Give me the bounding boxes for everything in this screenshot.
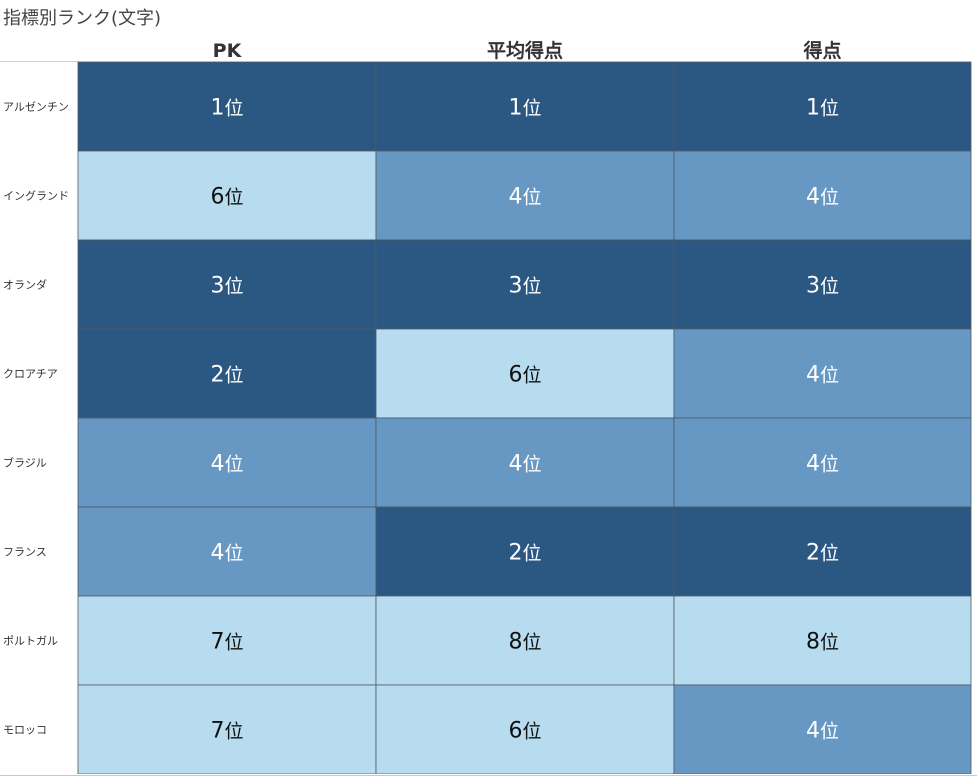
cell-label-7-0: 7位 bbox=[210, 719, 243, 744]
row-label-0: アルゼンチン bbox=[3, 101, 69, 114]
row-label-6: ポルトガル bbox=[3, 635, 58, 648]
row-label-4: ブラジル bbox=[3, 456, 47, 470]
heatmap-cell-4-0 bbox=[77, 417, 377, 508]
cell-label-4-2: 4位 bbox=[806, 452, 839, 477]
row-label-5: フランス bbox=[3, 546, 47, 559]
heatmap-cell-2-2 bbox=[673, 239, 972, 330]
column-header-0: PK bbox=[213, 40, 243, 62]
heatmap-cell-2-1 bbox=[375, 239, 675, 330]
cell-label-3-2: 4位 bbox=[806, 363, 839, 388]
cell-label-4-0: 4位 bbox=[210, 452, 243, 477]
cell-label-1-0: 6位 bbox=[210, 185, 243, 210]
column-header-1: 平均得点 bbox=[487, 39, 563, 62]
cell-label-6-0: 7位 bbox=[210, 630, 243, 655]
heatmap-cell-1-0 bbox=[77, 150, 377, 241]
cell-label-5-2: 2位 bbox=[806, 541, 839, 566]
cell-label-2-2: 3位 bbox=[806, 274, 839, 299]
cell-label-7-1: 6位 bbox=[508, 719, 541, 744]
heatmap-cell-6-1 bbox=[375, 595, 675, 686]
column-header-2: 得点 bbox=[802, 39, 841, 62]
cell-label-3-1: 6位 bbox=[508, 363, 541, 388]
heatmap-cell-7-1 bbox=[375, 684, 675, 774]
cell-label-0-0: 1位 bbox=[210, 96, 243, 121]
heatmap-cell-1-2 bbox=[673, 150, 972, 241]
heatmap-cell-7-0 bbox=[77, 684, 377, 774]
bottom-divider bbox=[0, 775, 977, 776]
cell-label-4-1: 4位 bbox=[508, 452, 541, 477]
heatmap-cell-7-2 bbox=[673, 684, 972, 774]
cell-label-3-0: 2位 bbox=[210, 363, 243, 388]
cell-label-5-0: 4位 bbox=[210, 541, 243, 566]
row-label-7: モロッコ bbox=[3, 724, 47, 737]
heatmap-cell-6-2 bbox=[673, 595, 972, 686]
heatmap-cell-3-1 bbox=[375, 328, 675, 419]
cell-label-0-2: 1位 bbox=[806, 96, 839, 121]
cell-label-6-2: 8位 bbox=[806, 630, 839, 655]
heatmap-cell-6-0 bbox=[77, 595, 377, 686]
cell-label-5-1: 2位 bbox=[508, 541, 541, 566]
row-label-2: オランダ bbox=[3, 278, 47, 292]
chart-title: 指標別ランク(文字) bbox=[3, 8, 162, 29]
row-label-1: イングランド bbox=[3, 189, 69, 203]
cell-label-1-1: 4位 bbox=[508, 185, 541, 210]
cell-label-2-1: 3位 bbox=[508, 274, 541, 299]
heatmap-cell-4-1 bbox=[375, 417, 675, 508]
cell-label-2-0: 3位 bbox=[210, 274, 243, 299]
row-label-3: クロアチア bbox=[3, 368, 58, 381]
cell-label-6-1: 8位 bbox=[508, 630, 541, 655]
heatmap-cell-3-0 bbox=[77, 328, 377, 419]
heatmap-cell-5-2 bbox=[673, 506, 972, 597]
heatmap-grid: PK 平均得点 得点 アルゼンチン 1位 1位 1位 イングランド 6位 4位 4位 オランダ 3位 3位… bbox=[0, 36, 977, 774]
cell-label-1-2: 4位 bbox=[806, 185, 839, 210]
heatmap-cell-4-2 bbox=[673, 417, 972, 508]
cell-label-7-2: 4位 bbox=[806, 719, 839, 744]
cell-label-0-1: 1位 bbox=[508, 96, 541, 121]
heatmap-cell-3-2 bbox=[673, 328, 972, 419]
heatmap-cell-0-1 bbox=[375, 61, 675, 152]
